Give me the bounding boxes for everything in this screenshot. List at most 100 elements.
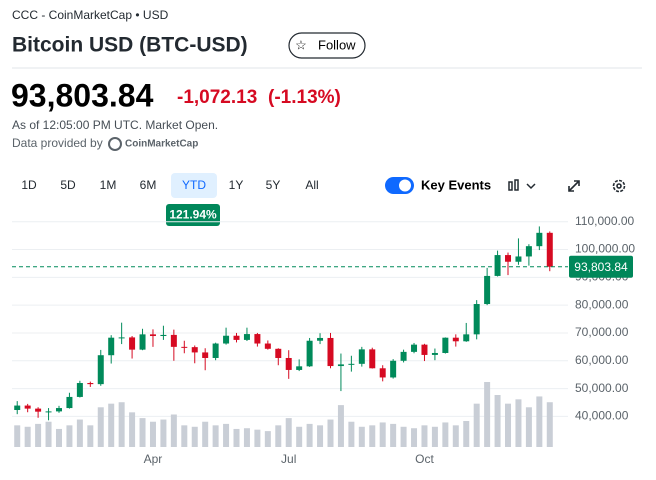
candle-body	[536, 232, 543, 247]
key-events-toggle[interactable]	[385, 177, 414, 194]
candle-body	[411, 344, 418, 352]
expand-button[interactable]	[568, 180, 580, 192]
candle-body	[306, 340, 313, 367]
candle-body	[473, 304, 480, 335]
candle-body	[264, 343, 271, 349]
candle-body	[254, 334, 261, 344]
volume-bar	[76, 419, 83, 447]
candle-body	[55, 408, 62, 412]
volume-bar	[400, 426, 407, 447]
range-button[interactable]: 6M	[140, 178, 157, 192]
settings-button[interactable]	[612, 179, 626, 193]
candle-body	[212, 343, 219, 358]
volume-bar	[484, 382, 491, 447]
candle-body	[35, 408, 42, 412]
y-tick-label: 60,000.00	[575, 353, 629, 367]
candle-body	[243, 334, 250, 340]
candle-body	[296, 366, 303, 370]
volume-bar	[129, 412, 136, 447]
candle-body	[202, 352, 209, 358]
range-button[interactable]: 5D	[60, 178, 76, 192]
change-pct: (-1.13%)	[268, 87, 341, 108]
candle-body	[452, 337, 459, 342]
range-button[interactable]: 1D	[21, 178, 37, 192]
y-tick-label: 110,000.00	[575, 214, 634, 228]
volume-bar	[149, 421, 156, 447]
range-button[interactable]: 1M	[100, 178, 117, 192]
y-tick-label: 40,000.00	[575, 409, 629, 423]
candle-body	[233, 335, 240, 340]
volume-bar	[536, 396, 543, 447]
candle-body	[494, 255, 501, 276]
volume-bar	[66, 425, 73, 447]
volume-bar	[97, 407, 104, 447]
candle-body	[369, 349, 376, 369]
candle-body	[421, 344, 428, 355]
volume-bar	[525, 407, 532, 447]
candle-body	[181, 346, 188, 348]
candle-body	[24, 405, 31, 409]
range-button[interactable]: 5Y	[266, 178, 281, 192]
candle-body	[160, 334, 167, 337]
candle-body	[515, 256, 522, 262]
candle-body	[129, 337, 136, 350]
volume-bar	[473, 403, 480, 447]
chart-type-button[interactable]	[508, 179, 536, 191]
volume-bar	[202, 421, 209, 447]
volume-bar	[390, 423, 397, 447]
volume-bar	[108, 403, 115, 447]
x-tick-label: Oct	[415, 452, 434, 466]
y-tick-label: 50,000.00	[575, 381, 629, 395]
candle-body	[431, 352, 438, 355]
volume-bar	[494, 395, 501, 447]
candle-body	[14, 405, 21, 411]
candle-body	[170, 334, 177, 347]
candle-body	[45, 411, 52, 413]
volume-bar	[191, 426, 198, 447]
volume-bar	[254, 429, 261, 447]
last-price-badge	[569, 255, 633, 278]
candle-body	[505, 255, 512, 262]
candle-body	[337, 364, 344, 367]
candle-body	[400, 351, 407, 361]
key-events-label[interactable]: Key Events	[421, 177, 491, 192]
follow-label[interactable]: Follow	[318, 37, 356, 52]
volume-bar	[24, 426, 31, 447]
volume-bar	[139, 418, 146, 447]
source: CCC - CoinMarketCap • USD	[12, 8, 169, 22]
volume-bar	[296, 426, 303, 447]
candle-body	[463, 334, 470, 342]
volume-bar	[348, 421, 355, 447]
candle-body	[390, 360, 397, 378]
y-tick-label: 80,000.00	[575, 297, 629, 311]
volume-bar	[317, 425, 324, 447]
y-tick-label: 70,000.00	[575, 325, 629, 339]
volume-bar	[212, 425, 219, 447]
volume-bar	[358, 426, 365, 447]
last-price-label: 93,803.84	[574, 260, 628, 274]
range-active-bg	[171, 173, 217, 198]
volume-bar	[55, 428, 62, 447]
follow-button[interactable]: ☆ Follow	[288, 32, 366, 59]
as-of: As of 12:05:00 PM UTC. Market Open.	[12, 118, 218, 132]
volume-bar	[264, 431, 271, 447]
range-button[interactable]: YTD	[182, 178, 206, 192]
candle-body	[317, 337, 324, 341]
candle-body	[87, 383, 94, 385]
volume-bar	[379, 422, 386, 447]
provider-logo	[108, 137, 122, 151]
volume-bar	[118, 402, 125, 447]
range-button[interactable]: All	[305, 178, 318, 192]
range-button[interactable]: 1Y	[229, 178, 244, 192]
volume-bar	[442, 422, 449, 447]
volume-bar	[160, 419, 167, 447]
volume-bar	[45, 421, 52, 447]
provider: CoinMarketCap	[125, 139, 198, 150]
volume-bar	[327, 419, 334, 447]
volume-bar	[369, 425, 376, 447]
volume-bar	[421, 425, 428, 447]
candle-body	[285, 357, 292, 370]
volume-bar	[233, 428, 240, 447]
candle-body	[223, 335, 230, 344]
volume-bar	[463, 421, 470, 447]
